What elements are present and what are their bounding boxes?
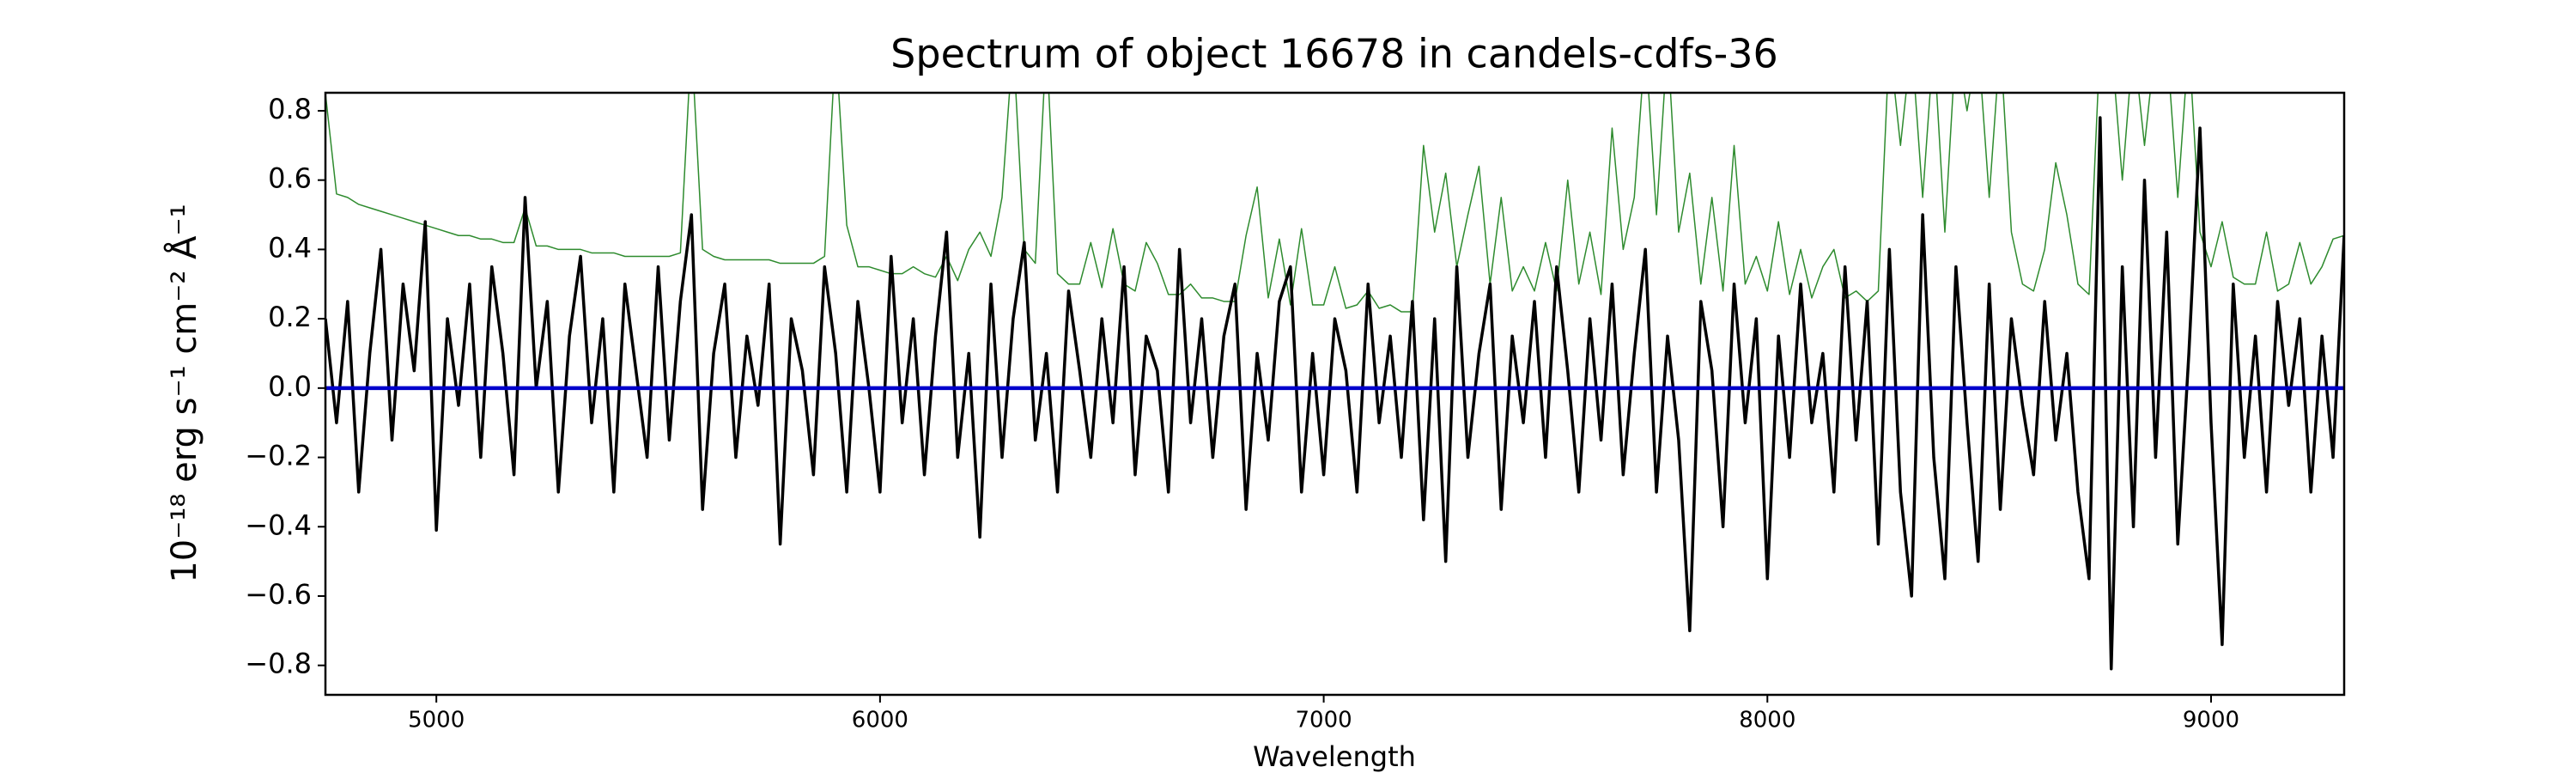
- y-tick-label: −0.2: [245, 440, 312, 472]
- y-tick-label: −0.4: [245, 508, 312, 541]
- plot-frame: [324, 91, 2346, 697]
- x-tick-label: 8000: [1739, 708, 1795, 733]
- series-line: [325, 93, 2344, 313]
- series-line: [325, 116, 2344, 671]
- x-tick-label: 6000: [852, 708, 908, 733]
- y-axis-label: 10⁻¹⁸ erg s⁻¹ cm⁻² Å⁻¹: [163, 204, 204, 582]
- y-tick-label: 0.6: [268, 162, 312, 195]
- y-tick-label: −0.6: [245, 578, 312, 611]
- x-tick-label: 5000: [408, 708, 465, 733]
- chart-title: Spectrum of object 16678 in candels-cdfs…: [890, 31, 1778, 77]
- x-tick-label: 7000: [1295, 708, 1352, 733]
- plot-area: [325, 93, 2344, 671]
- y-tick-label: 0.2: [268, 301, 312, 333]
- y-tick-label: 0.4: [268, 231, 312, 264]
- y-tick-label: 0.8: [268, 93, 312, 125]
- x-tick-label: 9000: [2183, 708, 2239, 733]
- x-axis-label: Wavelength: [1253, 740, 1416, 773]
- y-tick-label: −0.8: [245, 648, 312, 680]
- y-tick-label: 0.0: [268, 370, 312, 403]
